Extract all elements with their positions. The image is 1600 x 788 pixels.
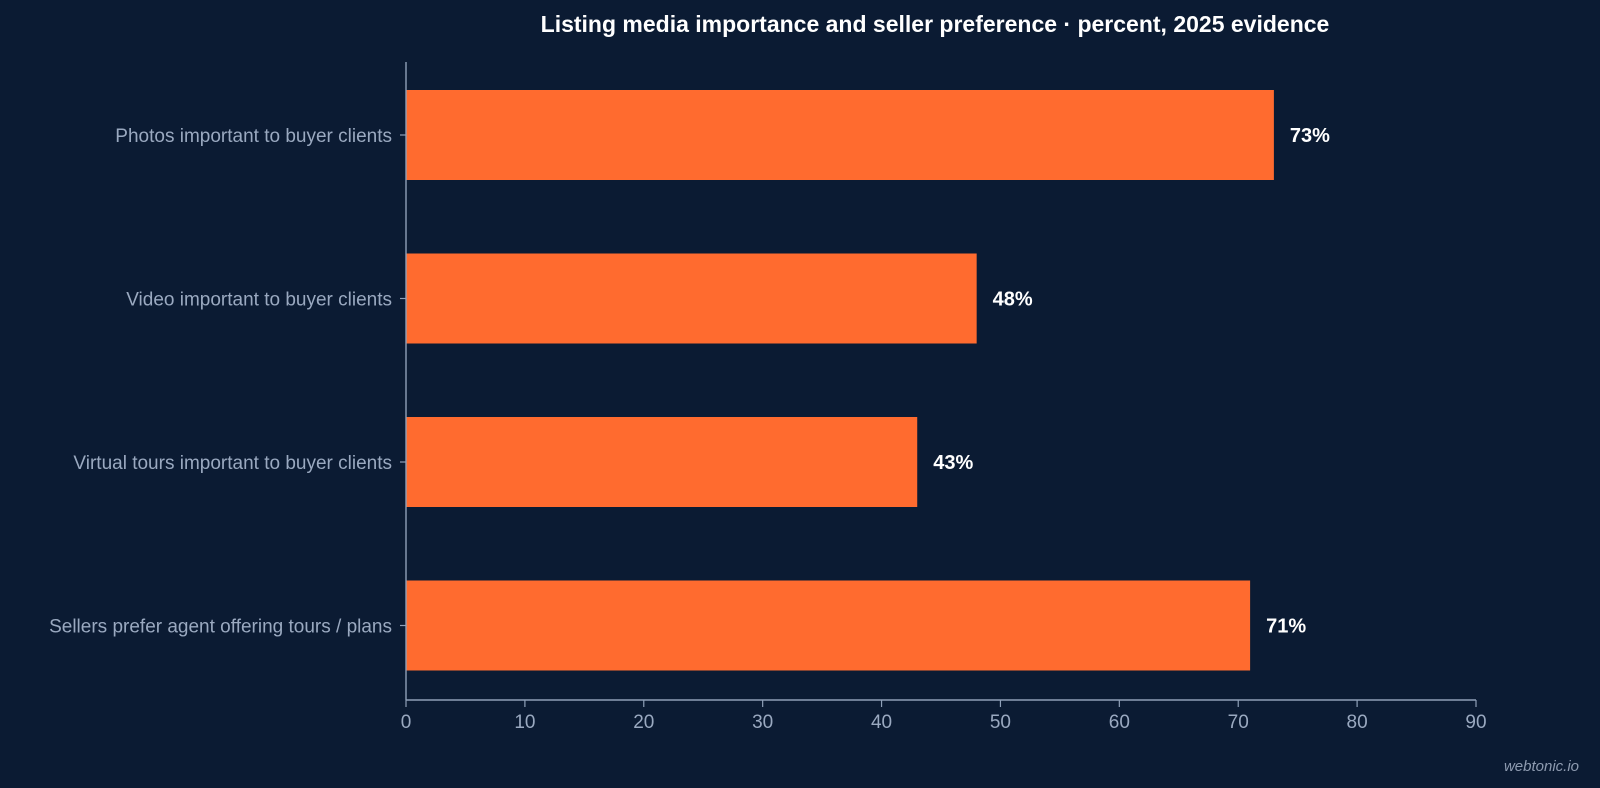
watermark: webtonic.io [1504, 758, 1579, 775]
x-tick-label: 20 [633, 712, 654, 733]
bar [406, 580, 1251, 671]
x-tick-label: 70 [1228, 712, 1249, 733]
bar-value-label: 71% [1266, 616, 1306, 638]
chart-title: Listing media importance and seller pref… [541, 11, 1330, 37]
x-tick-label: 10 [514, 712, 535, 733]
x-tick-label: 50 [990, 712, 1011, 733]
axes-layer: Photos important to buyer clients Video i… [49, 62, 1487, 733]
bars-layer: 73% 48% 43% 71% [406, 90, 1330, 671]
x-tick-label: 0 [401, 712, 412, 733]
category-label: Virtual tours important to buyer clients [73, 453, 392, 474]
bar [406, 417, 918, 507]
bar-value-label: 48% [993, 289, 1033, 311]
x-tick-label: 60 [1109, 712, 1130, 733]
bar-value-label: 43% [933, 452, 973, 474]
x-tick-label: 90 [1465, 712, 1486, 733]
x-tick-label: 30 [752, 712, 773, 733]
category-label: Photos important to buyer clients [115, 126, 392, 147]
category-label: Sellers prefer agent offering tours / pl… [49, 617, 392, 638]
category-label: Video important to buyer clients [126, 290, 392, 311]
bar [406, 90, 1274, 180]
bar-value-label: 73% [1290, 125, 1330, 147]
x-tick-label: 40 [871, 712, 892, 733]
x-tick-label: 80 [1347, 712, 1368, 733]
bar [406, 253, 977, 344]
